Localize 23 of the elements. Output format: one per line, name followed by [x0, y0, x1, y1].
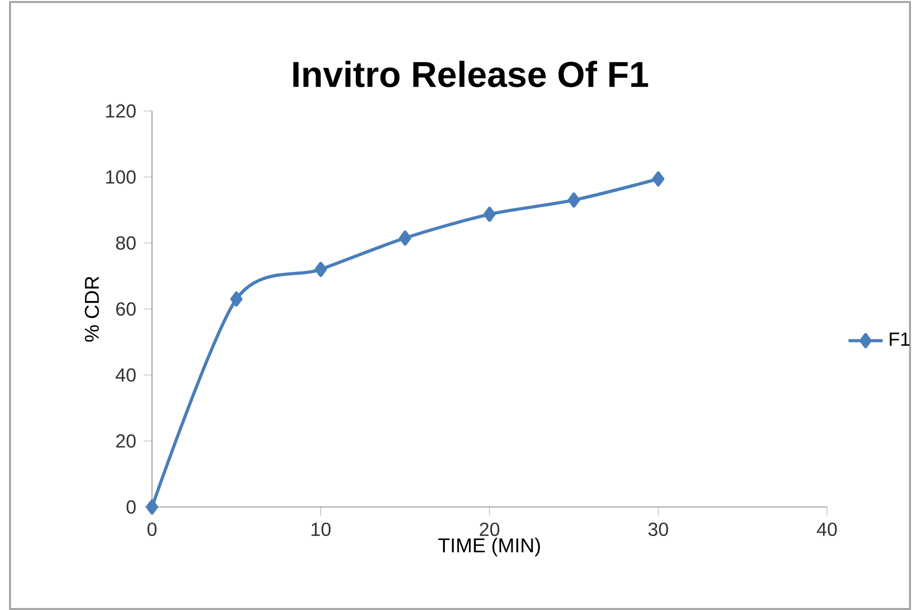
- y-tick-label: 80: [116, 236, 136, 250]
- x-tick-label: 10: [312, 522, 331, 536]
- point: [483, 206, 496, 222]
- x-tick-label: 0: [147, 522, 157, 536]
- x-axis-title: TIME (MIN): [438, 538, 540, 556]
- y-tick-label: 40: [116, 368, 136, 382]
- y-tick-label: 0: [126, 500, 136, 514]
- point: [568, 192, 580, 208]
- y-tick-label: 120: [106, 104, 136, 118]
- y-tick-label: 20: [116, 434, 136, 448]
- x-tick-label: 30: [648, 522, 668, 536]
- x-tick-label: 40: [816, 522, 837, 536]
- point: [399, 230, 412, 246]
- point: [314, 262, 327, 277]
- point: [230, 291, 242, 307]
- legend-label: F1: [890, 332, 910, 346]
- y-axis-title: % CDR: [84, 276, 99, 342]
- x-tick-label: 20: [480, 522, 500, 536]
- y-tick-label: 60: [116, 302, 136, 316]
- point: [652, 171, 664, 187]
- point: [146, 499, 158, 515]
- chart-title: Invitro Release Of F1: [293, 60, 648, 88]
- y-tick-label: 100: [106, 170, 136, 184]
